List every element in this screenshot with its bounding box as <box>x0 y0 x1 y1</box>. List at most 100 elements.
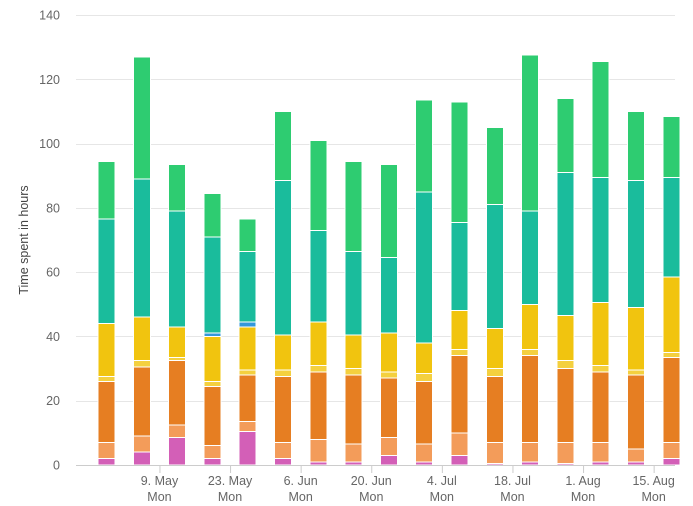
bar-segment-series-8[interactable] <box>450 101 469 223</box>
bar-segment-series-7[interactable] <box>132 178 151 318</box>
bar-segment-series-7[interactable] <box>662 176 681 278</box>
bar-segment-series-1[interactable] <box>132 451 151 466</box>
bar-segment-series-4[interactable] <box>556 360 575 370</box>
bar-segment-series-3[interactable] <box>591 371 610 443</box>
bar-segment-series-8[interactable] <box>203 192 222 238</box>
bar-segment-series-8[interactable] <box>379 163 398 259</box>
bar-segment-series-4[interactable] <box>97 376 116 382</box>
bar-segment-series-1[interactable] <box>203 458 222 466</box>
bar-segment-series-1[interactable] <box>379 454 398 466</box>
bar-segment-series-3[interactable] <box>627 374 645 450</box>
bar-segment-series-8[interactable] <box>627 110 645 182</box>
bar-segment-series-6[interactable] <box>238 321 257 328</box>
bar-segment-series-7[interactable] <box>521 210 540 305</box>
bar-segment-series-4[interactable] <box>309 364 328 373</box>
bar-segment-series-3[interactable] <box>521 355 540 444</box>
bar-segment-series-3[interactable] <box>450 355 469 434</box>
bar-segment-series-8[interactable] <box>344 160 363 252</box>
bar-segment-series-2[interactable] <box>309 438 328 463</box>
bar-segment-series-3[interactable] <box>344 374 363 445</box>
bar-segment-series-8[interactable] <box>591 61 610 178</box>
bar-segment-series-8[interactable] <box>168 163 187 212</box>
bar-segment-series-7[interactable] <box>238 250 257 323</box>
bar-segment-series-7[interactable] <box>168 210 187 328</box>
bar-segment-series-5[interactable] <box>132 316 151 362</box>
bar-segment-series-5[interactable] <box>309 321 328 366</box>
bar-segment-series-1[interactable] <box>168 437 187 466</box>
bar-segment-series-5[interactable] <box>662 276 681 354</box>
bar-segment-series-4[interactable] <box>521 348 540 357</box>
bar-segment-series-1[interactable] <box>450 454 469 466</box>
bar-segment-series-7[interactable] <box>97 218 116 325</box>
bar-segment-series-7[interactable] <box>627 180 645 309</box>
bar-segment-series-8[interactable] <box>132 56 151 180</box>
bar-segment-series-1[interactable] <box>238 430 257 466</box>
bar-segment-series-4[interactable] <box>344 368 363 376</box>
bar-segment-series-5[interactable] <box>344 334 363 370</box>
bar-segment-series-7[interactable] <box>415 191 434 344</box>
bar-segment-series-7[interactable] <box>556 172 575 317</box>
bar-segment-series-3[interactable] <box>274 376 292 444</box>
bar-segment-series-5[interactable] <box>203 335 222 382</box>
bar-segment-series-5[interactable] <box>238 326 257 371</box>
bar-segment-series-8[interactable] <box>415 99 434 193</box>
bar-segment-series-2[interactable] <box>203 445 222 460</box>
bar-segment-series-8[interactable] <box>556 98 575 173</box>
bar-segment-series-5[interactable] <box>274 334 292 371</box>
bar-segment-series-3[interactable] <box>662 356 681 444</box>
bar-segment-series-3[interactable] <box>485 376 504 444</box>
bar-segment-series-4[interactable] <box>132 360 151 368</box>
bar-segment-series-3[interactable] <box>556 368 575 444</box>
bar-segment-series-4[interactable] <box>662 352 681 358</box>
bar-segment-series-2[interactable] <box>379 437 398 456</box>
bar-segment-series-5[interactable] <box>168 326 187 358</box>
bar-segment-series-4[interactable] <box>450 348 469 357</box>
bar-segment-series-8[interactable] <box>238 218 257 252</box>
bar-segment-series-2[interactable] <box>274 442 292 460</box>
bar-segment-series-8[interactable] <box>97 160 116 220</box>
bar-segment-series-7[interactable] <box>344 250 363 336</box>
bar-segment-series-8[interactable] <box>485 127 504 206</box>
bar-segment-series-5[interactable] <box>450 310 469 350</box>
bar-segment-series-5[interactable] <box>627 307 645 371</box>
bar-segment-series-4[interactable] <box>203 380 222 387</box>
bar-segment-series-3[interactable] <box>203 385 222 447</box>
bar-segment-series-2[interactable] <box>485 442 504 464</box>
bar-segment-series-8[interactable] <box>274 110 292 182</box>
bar-segment-series-2[interactable] <box>97 442 116 460</box>
bar-segment-series-8[interactable] <box>662 115 681 178</box>
bar-segment-series-7[interactable] <box>450 221 469 312</box>
bar-segment-series-4[interactable] <box>379 371 398 379</box>
bar-segment-series-4[interactable] <box>627 369 645 376</box>
bar-segment-series-7[interactable] <box>379 257 398 334</box>
bar-segment-series-2[interactable] <box>662 442 681 460</box>
bar-segment-series-5[interactable] <box>521 303 540 350</box>
bar-segment-series-2[interactable] <box>415 443 434 463</box>
bar-segment-series-3[interactable] <box>132 366 151 437</box>
bar-segment-series-4[interactable] <box>415 372 434 382</box>
bar-segment-series-8[interactable] <box>521 54 540 212</box>
bar-segment-series-3[interactable] <box>415 380 434 445</box>
bar-segment-series-8[interactable] <box>309 139 328 231</box>
bar-segment-series-5[interactable] <box>485 327 504 370</box>
bar-segment-series-1[interactable] <box>97 458 116 466</box>
bar-segment-series-5[interactable] <box>591 302 610 366</box>
bar-segment-series-3[interactable] <box>379 377 398 439</box>
bar-segment-series-3[interactable] <box>238 374 257 423</box>
bar-segment-series-3[interactable] <box>309 371 328 440</box>
bar-segment-series-2[interactable] <box>238 421 257 432</box>
bar-segment-series-2[interactable] <box>450 432 469 456</box>
bar-segment-series-5[interactable] <box>415 342 434 374</box>
bar-segment-series-7[interactable] <box>485 204 504 329</box>
bar-segment-series-4[interactable] <box>238 369 257 376</box>
bar-segment-series-2[interactable] <box>591 442 610 463</box>
bar-segment-series-3[interactable] <box>168 360 187 426</box>
bar-segment-series-2[interactable] <box>521 442 540 463</box>
bar-segment-series-4[interactable] <box>591 364 610 373</box>
bar-segment-series-1[interactable] <box>662 458 681 466</box>
bar-segment-series-5[interactable] <box>97 323 116 378</box>
bar-segment-series-7[interactable] <box>309 229 328 323</box>
bar-segment-series-3[interactable] <box>97 380 116 443</box>
bar-segment-series-2[interactable] <box>168 424 187 439</box>
bar-segment-series-2[interactable] <box>132 435 151 453</box>
